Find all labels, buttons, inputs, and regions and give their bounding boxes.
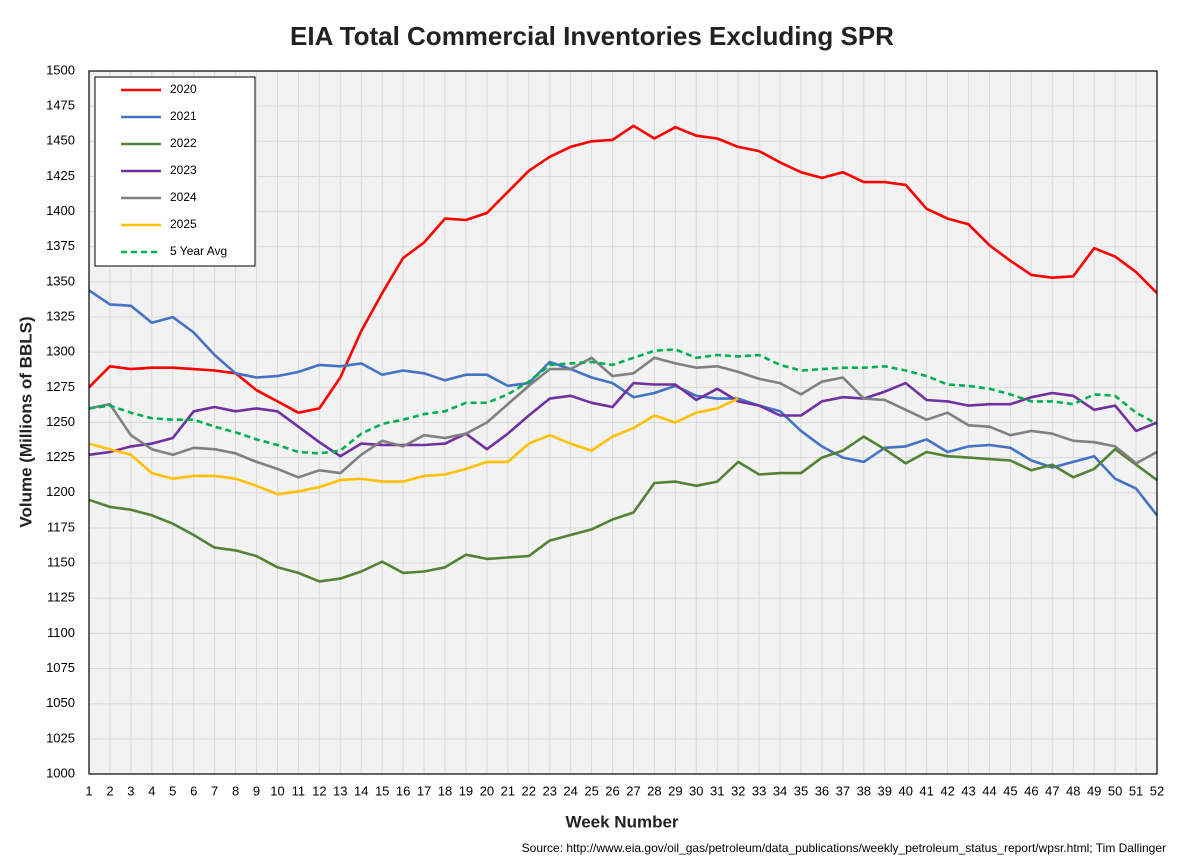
y-tick-label: 1175 [47, 519, 75, 534]
x-tick-label: 38 [857, 783, 871, 798]
x-tick-label: 21 [501, 783, 515, 798]
x-tick-label: 29 [668, 783, 682, 798]
x-tick-label: 35 [794, 783, 808, 798]
x-tick-label: 11 [292, 783, 306, 798]
x-tick-label: 1 [85, 783, 92, 798]
x-tick-label: 19 [459, 783, 473, 798]
y-tick-label: 1325 [46, 308, 75, 323]
x-tick-label: 37 [836, 783, 850, 798]
series-line [88, 397, 739, 496]
y-tick-label: 1200 [46, 484, 75, 499]
x-tick-label: 48 [1066, 783, 1080, 798]
grid [88, 70, 1158, 775]
x-tick-label: 49 [1087, 783, 1101, 798]
x-tick-label: 17 [417, 783, 431, 798]
x-tick-label: 6 [190, 783, 197, 798]
x-tick-label: 43 [961, 783, 975, 798]
x-tick-label: 40 [898, 783, 912, 798]
x-tick-label: 51 [1129, 783, 1143, 798]
x-tick-label: 44 [982, 783, 996, 798]
lines [88, 124, 1159, 583]
y-tick-label: 1350 [46, 273, 75, 288]
y-tick-label: 1000 [46, 765, 75, 780]
y-tick-label: 1050 [46, 695, 75, 710]
x-tick-label: 10 [270, 783, 284, 798]
x-tick-label: 36 [815, 783, 829, 798]
x-tick-label: 39 [878, 783, 892, 798]
x-tick-label: 26 [605, 783, 619, 798]
series-line [88, 124, 1158, 414]
legend-label: 2024 [170, 190, 197, 204]
chart-title: EIA Total Commercial Inventories Excludi… [290, 21, 894, 51]
y-tick-label: 1275 [46, 379, 75, 394]
x-tick-label: 23 [542, 783, 556, 798]
y-tick-label: 1300 [46, 344, 75, 359]
x-tick-label: 28 [647, 783, 661, 798]
x-tick-label: 34 [773, 783, 787, 798]
x-tick-label: 9 [253, 783, 260, 798]
plot-frame [88, 70, 1158, 775]
y-tick-label: 1075 [46, 660, 75, 675]
x-tick-label: 5 [169, 783, 176, 798]
source-note: Source: http://www.eia.gov/oil_gas/petro… [522, 841, 1166, 855]
legend-label: 2023 [170, 163, 197, 177]
x-tick-label: 22 [522, 783, 536, 798]
x-tick-label: 47 [1045, 783, 1059, 798]
x-tick-label: 42 [940, 783, 954, 798]
legend-label: 2025 [170, 217, 197, 231]
x-tick-label: 14 [354, 783, 368, 798]
x-tick-label: 15 [375, 783, 389, 798]
legend-label: 2020 [170, 82, 197, 96]
x-tick-label: 16 [396, 783, 410, 798]
y-tick-label: 1400 [46, 203, 75, 218]
y-tick-label: 1225 [46, 449, 75, 464]
y-axis-label: Volume (Millions of BBLS) [16, 316, 35, 527]
x-tick-label: 25 [584, 783, 598, 798]
x-tick-label: 8 [232, 783, 239, 798]
x-tick-label: 20 [480, 783, 494, 798]
x-tick-label: 18 [438, 783, 452, 798]
legend-label: 2022 [170, 136, 197, 150]
x-tick-label: 13 [333, 783, 347, 798]
y-tick-label: 1125 [47, 590, 75, 605]
legend-label: 2021 [170, 109, 197, 123]
series-line [88, 435, 1158, 583]
series-line [88, 289, 1159, 517]
y-tick-label: 1150 [47, 555, 75, 570]
y-tick-label: 1250 [46, 414, 75, 429]
legend-label: 5 Year Avg [170, 244, 227, 258]
y-tick-label: 1450 [46, 133, 75, 148]
x-tick-label: 32 [731, 783, 745, 798]
y-tick-label: 1100 [47, 625, 75, 640]
y-tick-label: 1500 [46, 62, 75, 77]
x-tick-label: 45 [1003, 783, 1017, 798]
y-tick-label: 1025 [46, 730, 75, 745]
y-tick-label: 1475 [46, 98, 75, 113]
series-line [88, 381, 1158, 458]
series-line [88, 356, 1158, 479]
x-tick-label: 3 [127, 783, 134, 798]
series-line [88, 348, 1158, 455]
x-tick-label: 31 [710, 783, 724, 798]
x-tick-label: 27 [626, 783, 640, 798]
x-axis-label: Week Number [565, 812, 678, 831]
x-tick-label: 30 [689, 783, 703, 798]
y-tick-label: 1425 [46, 168, 75, 183]
y-tick-label: 1375 [46, 238, 75, 253]
x-tick-label: 2 [106, 783, 113, 798]
x-tick-label: 4 [148, 783, 155, 798]
x-tick-label: 33 [752, 783, 766, 798]
x-tick-label: 50 [1108, 783, 1122, 798]
x-tick-label: 24 [563, 783, 577, 798]
x-tick-label: 46 [1024, 783, 1038, 798]
x-tick-label: 7 [211, 783, 218, 798]
x-tick-label: 12 [312, 783, 326, 798]
x-tick-label: 41 [919, 783, 933, 798]
x-tick-label: 52 [1150, 783, 1164, 798]
